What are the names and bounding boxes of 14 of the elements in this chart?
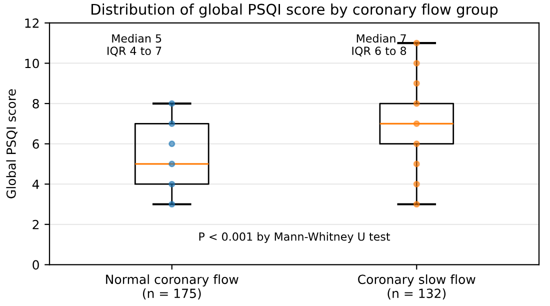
y-tick-label: 8 xyxy=(32,99,39,108)
y-tick-label: 2 xyxy=(32,220,39,230)
annotation: P < 0.001 by Mann-Whitney U test xyxy=(199,232,390,243)
y-tick-label: 0 xyxy=(32,260,39,270)
annotation: Median 5 IQR 4 to 7 xyxy=(108,34,162,56)
y-tick-label: 6 xyxy=(32,139,39,149)
y-axis-title: Global PSQI score xyxy=(6,89,18,198)
chart-title: Distribution of global PSQI score by coronary flow group xyxy=(92,4,498,18)
x-tick-label: Coronary slow flow (n = 132) xyxy=(358,274,476,300)
x-tick-label: Normal coronary flow (n = 175) xyxy=(106,274,238,300)
y-tick-label: 4 xyxy=(32,180,40,189)
y-tick-label: 10 xyxy=(25,58,39,68)
y-tick-label: 12 xyxy=(25,18,39,28)
annotation: Median 7 IQR 6 to 8 xyxy=(352,34,406,56)
